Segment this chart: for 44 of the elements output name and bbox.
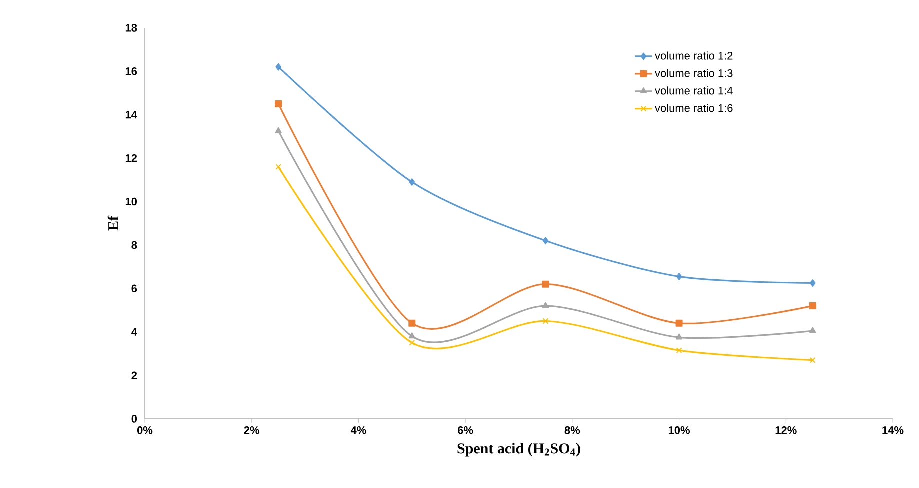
x-tick-label: 8% (564, 426, 580, 434)
legend-label: volume ratio 1:4 (655, 86, 733, 95)
y-tick-label: 4 (132, 328, 138, 336)
x-tick-label: 10% (668, 426, 690, 434)
y-tick-label: 18 (126, 24, 138, 32)
x-tick-label: 4% (350, 426, 366, 434)
y-tick-label: 6 (132, 284, 138, 293)
point (275, 100, 282, 108)
y-tick-label: 12 (126, 154, 138, 162)
legend-label: volume ratio 1:6 (655, 104, 733, 112)
legend-label: volume ratio 1:2 (655, 52, 733, 60)
point (408, 332, 416, 339)
point (409, 178, 416, 186)
x-tick-label: 2% (244, 426, 260, 434)
y-tick-label: 14 (126, 111, 138, 119)
point (408, 320, 416, 327)
point (676, 273, 682, 280)
point (276, 63, 282, 71)
y-tick-label: 8 (132, 241, 138, 250)
x-tick-label: 0% (137, 426, 153, 434)
y-tick-label: 2 (132, 372, 138, 380)
point (409, 340, 416, 346)
y-tick-label: 10 (126, 198, 138, 206)
x-tick-label: 12% (776, 426, 797, 434)
y-tick-label: 0 (132, 415, 138, 423)
point (676, 348, 682, 354)
point (676, 334, 683, 340)
point (542, 302, 550, 308)
y-axis-title: Ef (108, 216, 118, 231)
y-tick-label: 16 (126, 68, 138, 76)
x-tick-label: 6% (458, 426, 474, 434)
point (810, 357, 816, 364)
legend-label: volume ratio 1:3 (655, 69, 733, 78)
x-tick-label: 14% (882, 426, 904, 434)
point (810, 280, 816, 287)
point (276, 164, 282, 170)
point (809, 302, 816, 310)
point (676, 320, 683, 327)
x-axis-title: Spent acid (H$_{2}$SO$_{4}$) (458, 443, 580, 457)
point (542, 237, 549, 245)
point (542, 280, 550, 288)
point (542, 318, 549, 324)
point (810, 327, 816, 334)
point (275, 127, 282, 134)
